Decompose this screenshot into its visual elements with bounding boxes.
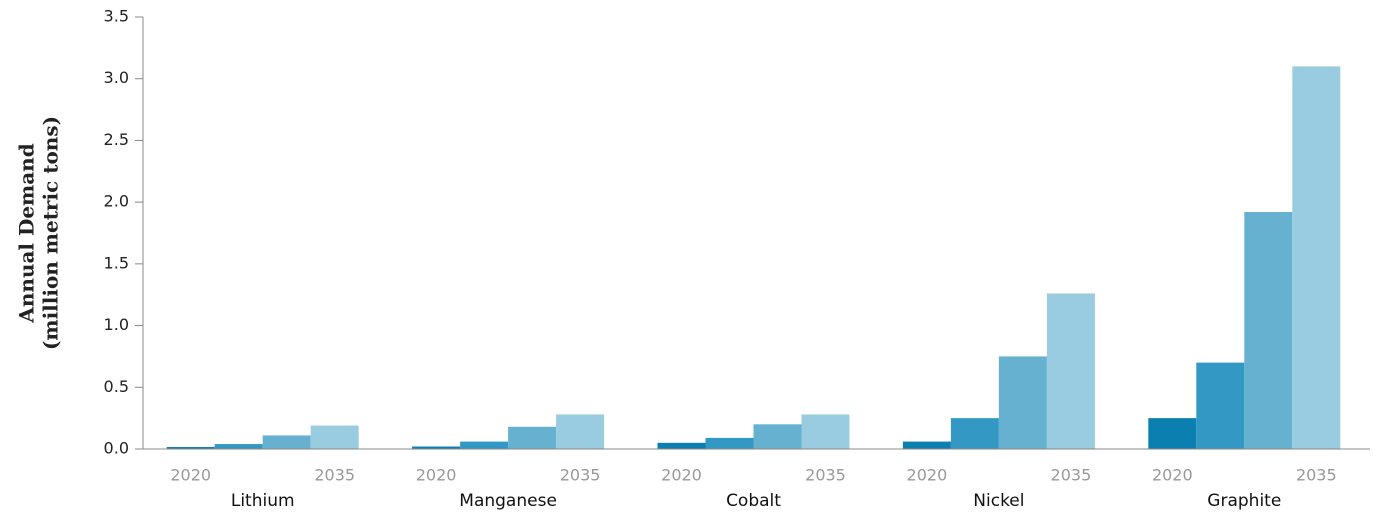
bar bbox=[310, 425, 359, 449]
x-tick-label: Lithium bbox=[231, 491, 295, 511]
bar bbox=[705, 437, 754, 449]
bar bbox=[902, 441, 951, 449]
y-tick-label: 2.5 bbox=[104, 130, 129, 149]
bar bbox=[1046, 293, 1095, 449]
y-tick-label: 3.0 bbox=[104, 68, 129, 87]
bar-label: 2020 bbox=[170, 466, 211, 485]
bar bbox=[1148, 418, 1197, 449]
bar-label: 2035 bbox=[805, 466, 846, 485]
y-tick-label: 1.5 bbox=[104, 253, 129, 272]
bar bbox=[508, 426, 557, 449]
bar bbox=[1196, 362, 1245, 449]
bar bbox=[214, 444, 263, 449]
bar-label: 2035 bbox=[1296, 466, 1337, 485]
bar bbox=[753, 424, 802, 449]
x-tick-label: Graphite bbox=[1207, 491, 1281, 511]
bar bbox=[556, 414, 605, 449]
bar-label: 2035 bbox=[1051, 466, 1092, 485]
bar bbox=[1244, 212, 1293, 449]
y-tick-label: 2.0 bbox=[104, 192, 129, 211]
y-axis-label: Annual Demand (million metric tons) bbox=[15, 116, 63, 350]
bar-label: 2020 bbox=[661, 466, 702, 485]
bar bbox=[1292, 66, 1341, 449]
bar bbox=[460, 441, 509, 449]
y-label-line: (million metric tons) bbox=[39, 116, 63, 350]
y-tick-label: 0.5 bbox=[104, 377, 129, 396]
y-tick-label: 0.0 bbox=[104, 439, 129, 458]
bar bbox=[262, 435, 311, 449]
y-tick-label: 3.5 bbox=[104, 7, 129, 26]
bar bbox=[998, 356, 1047, 449]
bar-label: 2035 bbox=[560, 466, 601, 485]
bar bbox=[166, 447, 215, 449]
y-label-line: Annual Demand bbox=[15, 143, 39, 323]
bar bbox=[657, 442, 706, 449]
x-tick-label: Manganese bbox=[459, 491, 557, 511]
x-tick-label: Cobalt bbox=[726, 491, 781, 511]
bar-label: 2035 bbox=[314, 466, 355, 485]
bar bbox=[412, 446, 461, 449]
x-tick-label: Nickel bbox=[973, 491, 1024, 511]
bar bbox=[950, 418, 999, 449]
bar-label: 2020 bbox=[1152, 466, 1193, 485]
y-tick-label: 1.0 bbox=[104, 315, 129, 334]
bar-label: 2020 bbox=[416, 466, 457, 485]
bar-label: 2020 bbox=[907, 466, 948, 485]
bar bbox=[801, 414, 850, 449]
